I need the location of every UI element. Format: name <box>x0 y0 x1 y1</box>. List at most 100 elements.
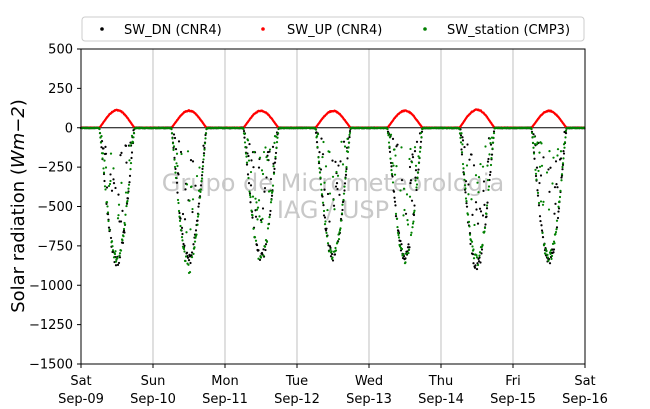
data-point <box>344 173 348 176</box>
data-point <box>268 213 272 216</box>
data-point <box>408 157 411 161</box>
data-point <box>345 167 348 171</box>
data-point <box>336 241 339 244</box>
data-point <box>388 136 392 139</box>
data-point <box>247 154 250 158</box>
data-point <box>484 145 487 148</box>
data-point <box>112 178 115 181</box>
data-point <box>415 183 419 186</box>
data-point <box>388 145 391 148</box>
data-point <box>177 209 181 213</box>
data-point <box>476 222 480 225</box>
data-point <box>340 140 343 143</box>
data-point <box>543 242 546 246</box>
data-point <box>116 217 120 220</box>
x-tick-weekday: Sun <box>141 374 166 389</box>
data-point <box>201 170 204 174</box>
data-point <box>257 166 261 169</box>
data-point <box>266 158 269 162</box>
data-point <box>481 214 485 217</box>
data-point <box>532 152 536 155</box>
data-point <box>118 254 121 257</box>
data-point <box>114 260 118 263</box>
data-point <box>188 271 192 274</box>
data-point <box>247 176 250 180</box>
data-point <box>464 191 467 194</box>
data-point <box>275 141 279 144</box>
data-point <box>200 177 204 180</box>
data-point <box>537 204 541 207</box>
data-point <box>336 187 339 191</box>
data-point <box>485 212 488 215</box>
data-point <box>334 249 338 252</box>
data-point <box>483 230 486 233</box>
data-point <box>191 207 194 211</box>
data-point <box>535 143 539 146</box>
data-point <box>260 220 263 224</box>
data-point <box>341 208 344 212</box>
data-point <box>112 256 116 259</box>
data-point <box>245 161 249 164</box>
x-tick-weekday: Fri <box>505 374 521 389</box>
data-point <box>347 141 351 144</box>
data-point <box>488 137 492 140</box>
data-point <box>419 146 422 149</box>
data-point <box>197 202 201 205</box>
data-point <box>178 211 181 215</box>
data-point <box>183 250 186 253</box>
data-point <box>321 155 324 159</box>
data-point <box>103 179 106 183</box>
data-point <box>486 164 489 167</box>
data-point <box>196 219 199 222</box>
data-point <box>266 227 270 230</box>
data-point <box>539 174 543 177</box>
data-point <box>418 156 421 159</box>
data-point <box>477 260 481 263</box>
data-point <box>180 226 184 229</box>
data-point <box>193 240 197 243</box>
data-point <box>268 148 272 151</box>
data-point <box>325 235 329 238</box>
data-point <box>181 239 184 242</box>
data-point <box>192 243 195 246</box>
data-point <box>548 262 552 265</box>
y-tick-label: 250 <box>48 82 73 97</box>
data-point <box>461 136 464 139</box>
data-point <box>185 251 189 254</box>
x-tick-date: Sep-16 <box>562 392 608 407</box>
data-point <box>406 218 409 222</box>
data-point <box>259 256 263 259</box>
data-point <box>176 191 179 194</box>
data-point <box>117 214 120 217</box>
data-point <box>468 231 472 235</box>
data-point <box>411 153 414 156</box>
data-point <box>189 159 193 162</box>
data-point <box>326 242 330 245</box>
data-point <box>463 145 466 149</box>
data-point <box>390 165 393 168</box>
data-point <box>476 263 480 267</box>
data-point <box>203 142 207 145</box>
data-point <box>347 146 350 149</box>
data-point <box>320 137 323 140</box>
data-point <box>191 160 195 163</box>
data-point <box>103 185 107 188</box>
data-point <box>179 150 183 154</box>
data-point <box>550 257 553 260</box>
data-point <box>343 145 347 148</box>
data-point <box>248 190 251 193</box>
data-point <box>110 240 114 243</box>
data-point <box>253 236 257 239</box>
data-point <box>555 182 558 186</box>
data-point <box>538 165 542 168</box>
data-point <box>492 131 496 135</box>
data-point <box>341 163 345 166</box>
data-point <box>330 250 333 253</box>
x-tick-weekday: Sat <box>574 374 595 389</box>
data-point <box>270 198 273 201</box>
data-point <box>123 223 127 226</box>
data-point <box>273 167 276 170</box>
data-point <box>346 157 349 160</box>
data-point <box>111 245 114 248</box>
data-point <box>464 197 468 200</box>
